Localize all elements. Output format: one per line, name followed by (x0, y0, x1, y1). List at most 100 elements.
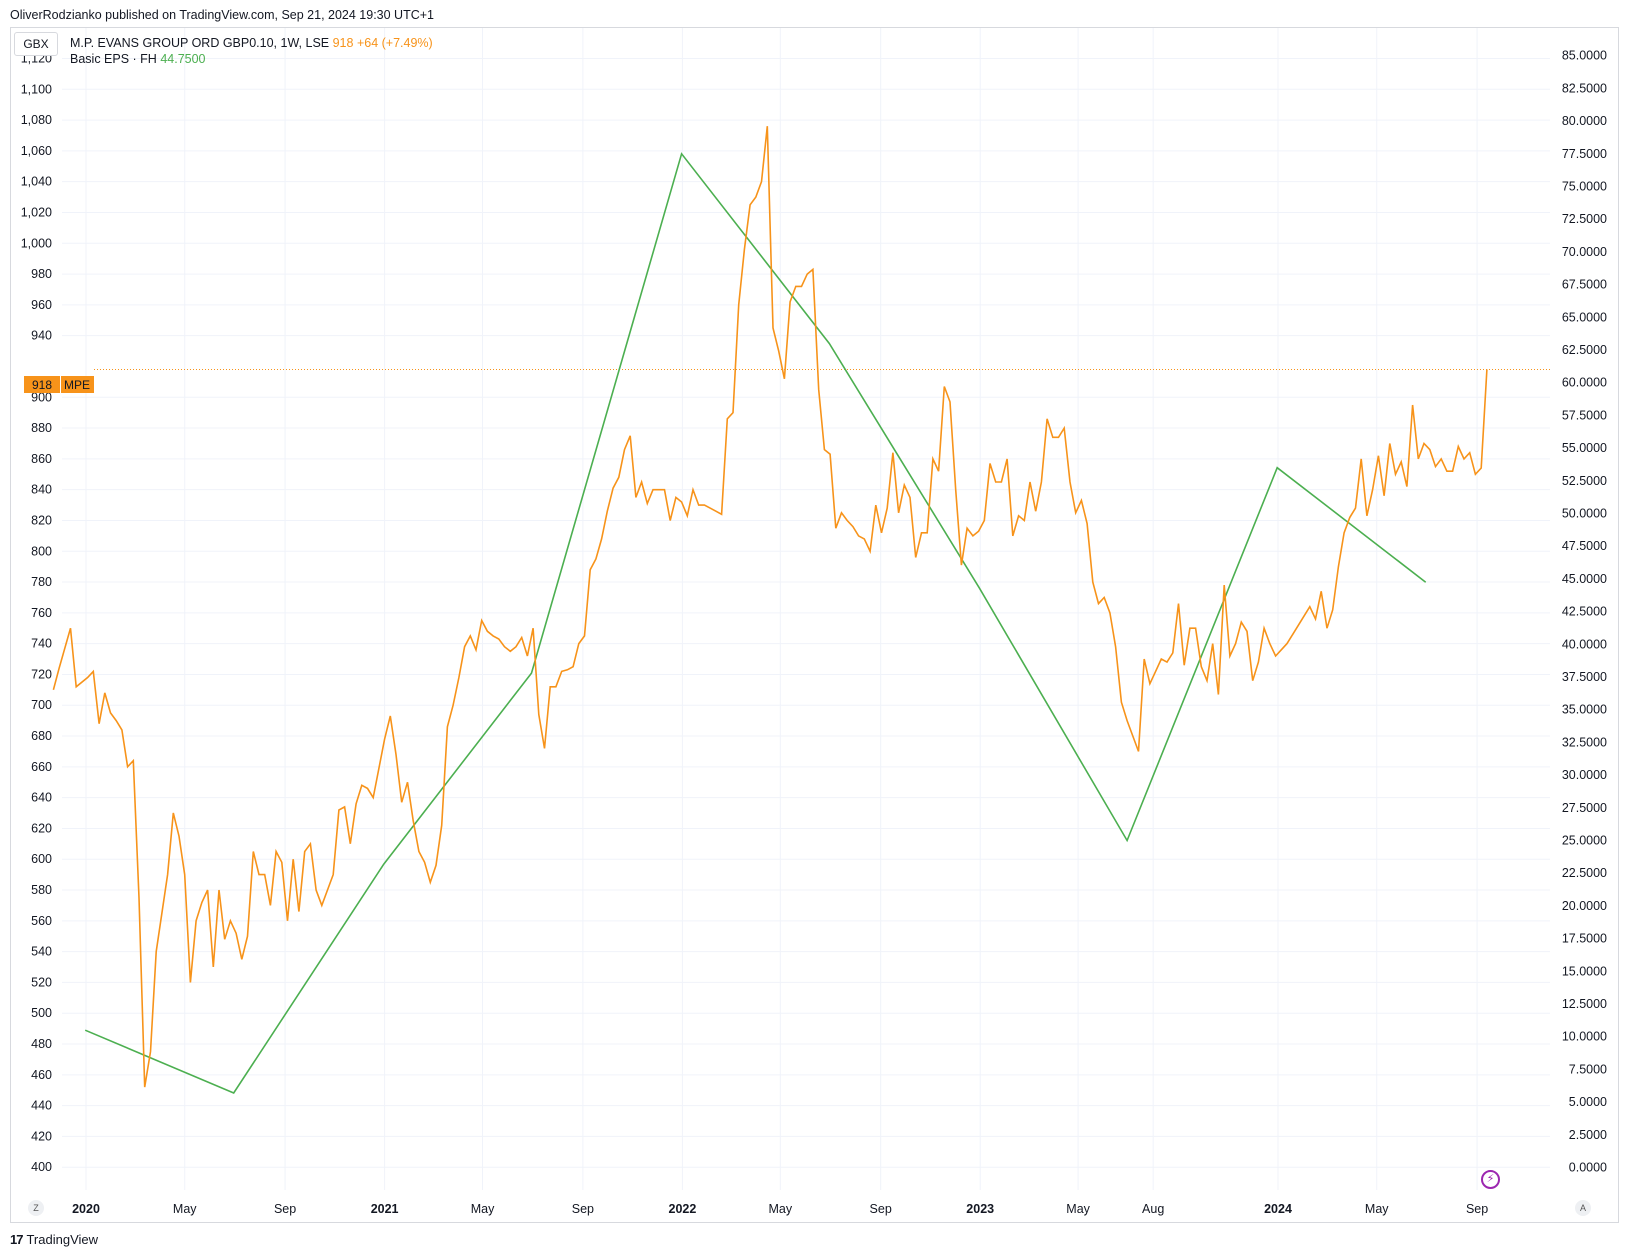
price-series-line (52, 126, 1488, 1088)
price-tag-ticker: MPE (64, 378, 90, 392)
right-tick-label: 45.0000 (1562, 572, 1607, 586)
legend-symbol-row[interactable]: M.P. EVANS GROUP ORD GBP0.10, 1W, LSE 91… (70, 35, 433, 51)
left-tick-label: 480 (31, 1037, 52, 1051)
left-tick-label: 600 (31, 852, 52, 866)
left-tick-label: 460 (31, 1068, 52, 1082)
time-tick-label: May (173, 1202, 197, 1216)
time-tick-label: 2023 (966, 1202, 994, 1216)
right-tick-label: 57.5000 (1562, 408, 1607, 422)
grid-lines (62, 28, 1550, 1190)
right-tick-label: 35.0000 (1562, 703, 1607, 717)
right-tick-label: 0.0000 (1569, 1161, 1607, 1175)
left-tick-label: 820 (31, 513, 52, 527)
right-tick-label: 82.5000 (1562, 81, 1607, 95)
time-tick-label: 2020 (72, 1202, 100, 1216)
left-tick-label: 980 (31, 267, 52, 281)
right-tick-label: 70.0000 (1562, 245, 1607, 259)
time-tick-label: 2021 (371, 1202, 399, 1216)
time-tick-label: Sep (572, 1202, 594, 1216)
time-tick-label: May (1066, 1202, 1090, 1216)
right-tick-label: 7.5000 (1569, 1062, 1607, 1076)
right-tick-label: 67.5000 (1562, 278, 1607, 292)
currency-button[interactable]: GBX (14, 32, 58, 56)
time-tick-label: May (471, 1202, 495, 1216)
legend-symbol: M.P. EVANS GROUP ORD GBP0.10, 1W, LSE (70, 36, 330, 50)
left-tick-label: 1,020 (21, 205, 52, 219)
left-tick-label: 1,060 (21, 144, 52, 158)
right-tick-label: 30.0000 (1562, 768, 1607, 782)
legend-change: +64 (+7.49%) (356, 36, 433, 50)
left-tick-label: 620 (31, 821, 52, 835)
tradingview-logo-icon: 17 (10, 1232, 24, 1247)
left-tick-label: 640 (31, 791, 52, 805)
right-tick-label: 52.5000 (1562, 474, 1607, 488)
right-tick-label: 72.5000 (1562, 212, 1607, 226)
right-tick-label: 5.0000 (1569, 1095, 1607, 1109)
left-tick-label: 1,040 (21, 175, 52, 189)
left-tick-label: 540 (31, 945, 52, 959)
left-tick-label: 1,100 (21, 82, 52, 96)
right-tick-label: 75.0000 (1562, 180, 1607, 194)
price-tag: 918 MPE (24, 376, 94, 393)
left-tick-label: 700 (31, 698, 52, 712)
right-tick-label: 25.0000 (1562, 834, 1607, 848)
time-tick-label: 2024 (1264, 1202, 1292, 1216)
left-axis: 400 420 440 460 480 500 520 540 560 580 600 620 640 6… (21, 51, 52, 1174)
legend-eps-row[interactable]: Basic EPS · FH 44.7500 (70, 51, 433, 67)
right-tick-label: 55.0000 (1562, 441, 1607, 455)
left-tick-label: 500 (31, 1006, 52, 1020)
right-tick-label: 27.5000 (1562, 801, 1607, 815)
right-tick-label: 85.0000 (1562, 49, 1607, 63)
right-tick-label: 37.5000 (1562, 670, 1607, 684)
auto-scale-button[interactable]: A (1575, 1200, 1591, 1216)
time-tick-label: Sep (274, 1202, 296, 1216)
time-tick-label: Sep (870, 1202, 892, 1216)
right-tick-label: 10.0000 (1562, 1030, 1607, 1044)
left-tick-label: 840 (31, 483, 52, 497)
zoom-button[interactable]: Z (28, 1200, 44, 1216)
bolt-icon[interactable]: ⚡ (1481, 1170, 1500, 1189)
right-tick-label: 62.5000 (1562, 343, 1607, 357)
right-axis: 0.0000 2.5000 5.0000 7.5000 10.0000 12.5000 15… (1562, 49, 1607, 1175)
right-tick-label: 17.5000 (1562, 932, 1607, 946)
left-tick-label: 520 (31, 975, 52, 989)
footer-brand-name: TradingView (26, 1232, 99, 1247)
right-tick-label: 2.5000 (1569, 1128, 1607, 1142)
right-tick-label: 40.0000 (1562, 637, 1607, 651)
left-tick-label: 960 (31, 298, 52, 312)
legend: M.P. EVANS GROUP ORD GBP0.10, 1W, LSE 91… (70, 35, 433, 67)
time-tick-label: Sep (1466, 1202, 1488, 1216)
right-tick-label: 42.5000 (1562, 605, 1607, 619)
right-tick-label: 32.5000 (1562, 735, 1607, 749)
left-tick-label: 740 (31, 637, 52, 651)
legend-last: 918 (332, 36, 354, 50)
eps-series-line (84, 152, 1427, 1094)
left-tick-label: 860 (31, 452, 52, 466)
time-axis: 2020 May Sep 2021 May Sep 2022 May Sep 2023 May Aug… (72, 1202, 1488, 1216)
publisher-line: OliverRodzianko published on TradingView… (10, 8, 434, 22)
right-tick-label: 47.5000 (1562, 539, 1607, 553)
right-tick-label: 22.5000 (1562, 866, 1607, 880)
left-tick-label: 440 (31, 1099, 52, 1113)
left-tick-label: 780 (31, 575, 52, 589)
left-tick-label: 800 (31, 544, 52, 558)
time-tick-label: May (769, 1202, 793, 1216)
left-tick-label: 880 (31, 421, 52, 435)
left-tick-label: 760 (31, 606, 52, 620)
footer-brand[interactable]: 17 TradingView (10, 1232, 98, 1247)
time-tick-label: May (1365, 1202, 1389, 1216)
right-tick-label: 80.0000 (1562, 114, 1607, 128)
left-tick-label: 560 (31, 914, 52, 928)
chart-frame (10, 27, 1619, 1223)
right-tick-label: 12.5000 (1562, 997, 1607, 1011)
left-tick-label: 420 (31, 1129, 52, 1143)
left-tick-label: 900 (31, 390, 52, 404)
left-tick-label: 1,000 (21, 236, 52, 250)
legend-eps-label: Basic EPS · FH (70, 52, 157, 66)
right-tick-label: 60.0000 (1562, 376, 1607, 390)
left-tick-label: 940 (31, 329, 52, 343)
left-tick-label: 680 (31, 729, 52, 743)
right-tick-label: 20.0000 (1562, 899, 1607, 913)
left-tick-label: 720 (31, 667, 52, 681)
